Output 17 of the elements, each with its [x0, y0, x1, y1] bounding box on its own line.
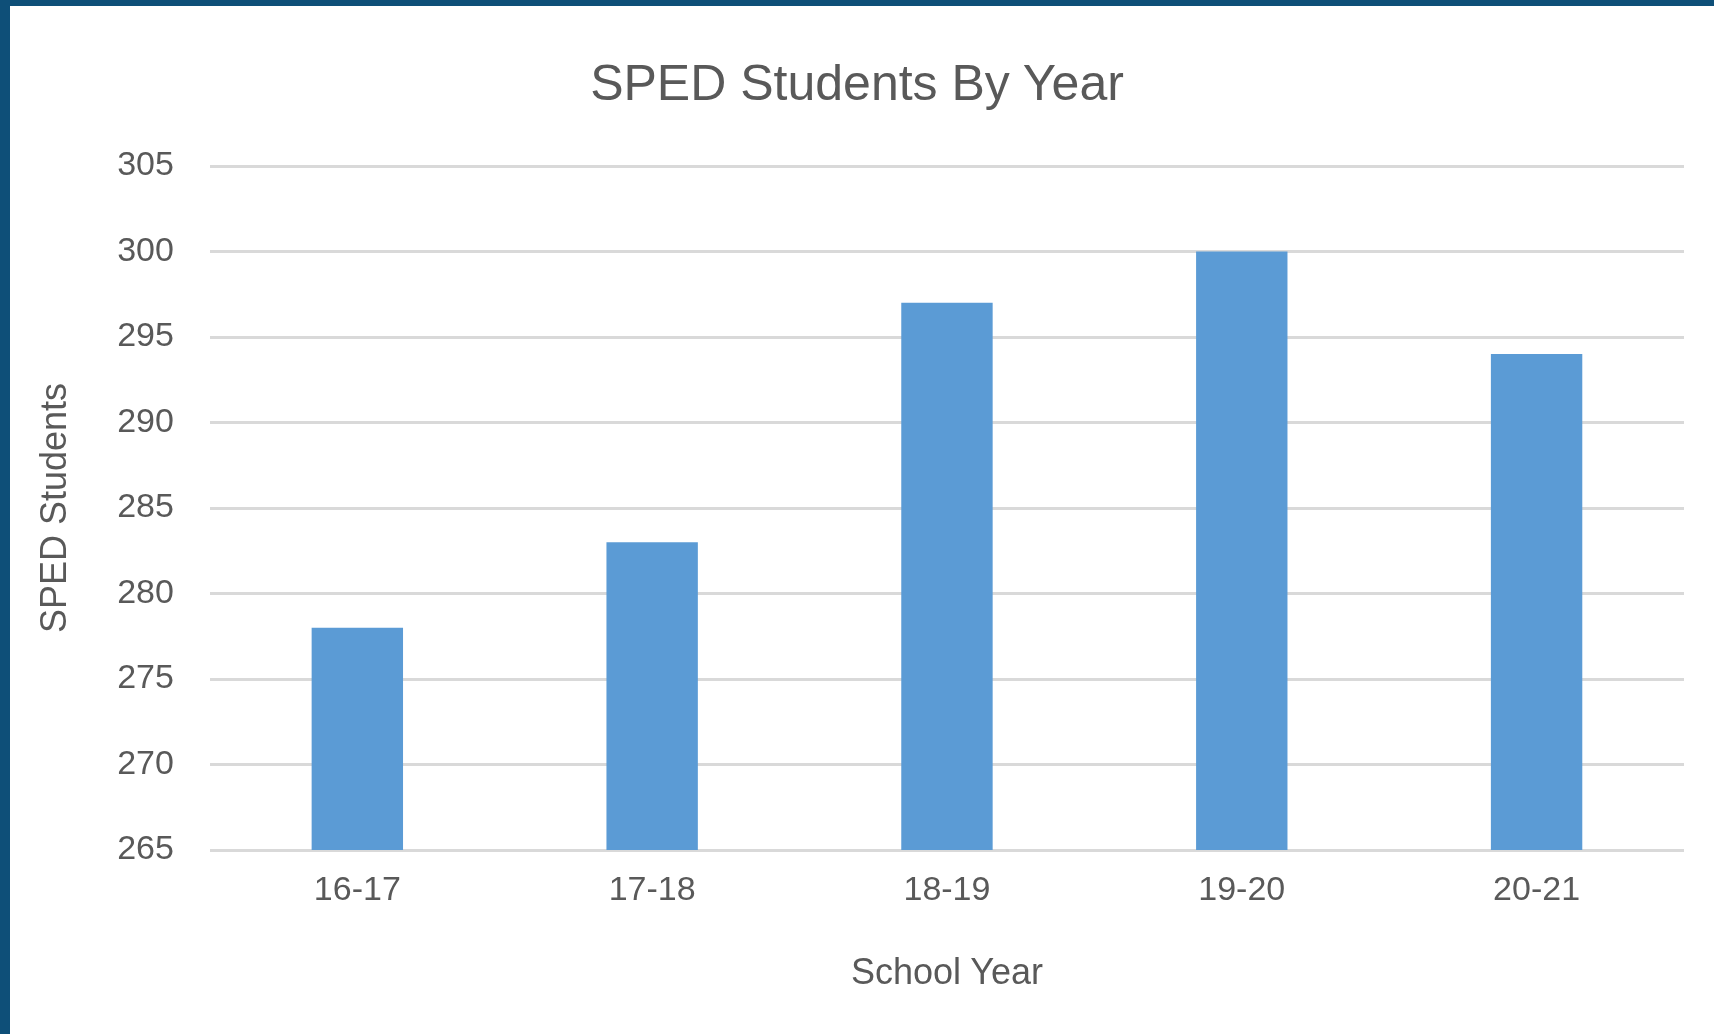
y-tick-label: 285 — [117, 486, 174, 525]
y-tick-label: 280 — [117, 571, 174, 610]
chart-title: SPED Students By Year — [590, 54, 1124, 111]
x-tick-label: 18-19 — [903, 868, 991, 907]
y-tick-label: 300 — [117, 229, 174, 268]
x-tick-label: 20-21 — [1493, 868, 1581, 907]
y-tick-label: 290 — [117, 400, 174, 439]
y-axis-title: SPED Students — [32, 382, 74, 634]
x-tick-label: 17-18 — [608, 868, 696, 907]
x-tick-label: 16-17 — [313, 868, 401, 907]
x-axis-title: School Year — [850, 951, 1044, 993]
y-tick-label: 270 — [117, 742, 174, 781]
y-tick-label: 305 — [117, 144, 174, 183]
y-tick-label: 275 — [117, 657, 174, 696]
y-tick-label: 265 — [117, 828, 174, 867]
y-tick-label: 295 — [117, 315, 174, 354]
x-tick-label: 19-20 — [1198, 868, 1286, 907]
